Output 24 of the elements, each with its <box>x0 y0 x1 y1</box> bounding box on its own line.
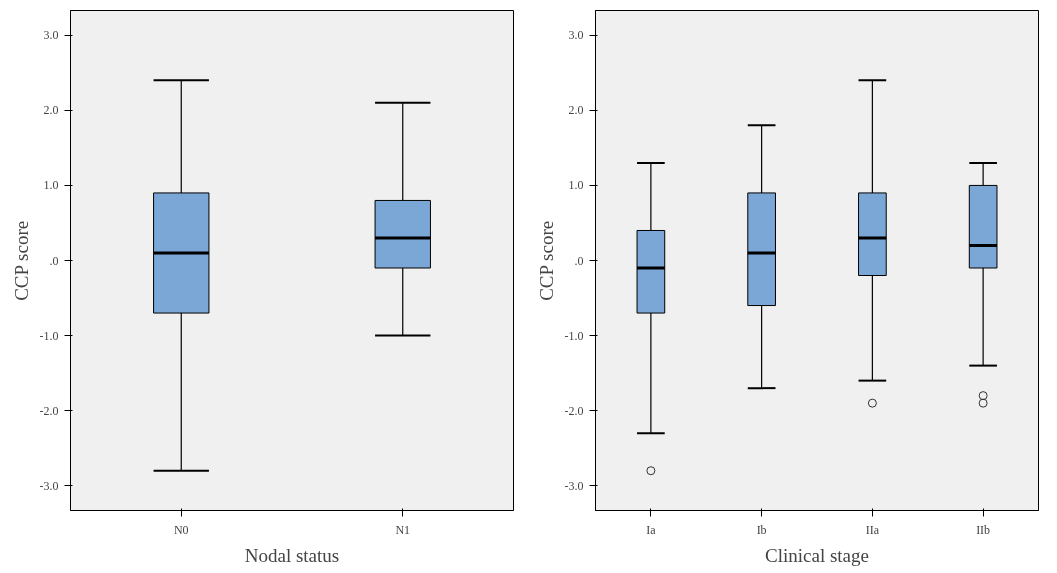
x-axis-title: Clinical stage <box>765 544 869 566</box>
x-tick-label: Ia <box>646 522 657 537</box>
y-tick-label: -1.0 <box>39 328 59 343</box>
x-tick-label: N0 <box>173 522 189 537</box>
y-tick-label: 1.0 <box>568 178 584 193</box>
y-tick-label: 3.0 <box>43 28 59 43</box>
y-tick-label: -2.0 <box>39 403 59 418</box>
y-tick-label: -3.0 <box>39 478 59 493</box>
x-tick-label: IIb <box>976 522 991 537</box>
y-tick-label: .0 <box>574 253 584 268</box>
x-tick-label: IIa <box>865 522 880 537</box>
y-tick-label: 1.0 <box>43 178 59 193</box>
x-tick-label: N1 <box>395 522 411 537</box>
y-tick-label: -1.0 <box>564 328 584 343</box>
y-tick-label: 2.0 <box>568 103 584 118</box>
x-axis-title: Nodal status <box>244 544 340 566</box>
y-tick-label: -2.0 <box>564 403 584 418</box>
x-tick-label: Ib <box>756 522 767 537</box>
y-tick-label: 3.0 <box>568 28 584 43</box>
y-tick-label: 2.0 <box>43 103 59 118</box>
y-tick-label: .0 <box>49 253 59 268</box>
y-tick-label: -3.0 <box>564 478 584 493</box>
y-axis-title: CCP score <box>535 220 557 301</box>
y-axis-title: CCP score <box>10 220 32 301</box>
